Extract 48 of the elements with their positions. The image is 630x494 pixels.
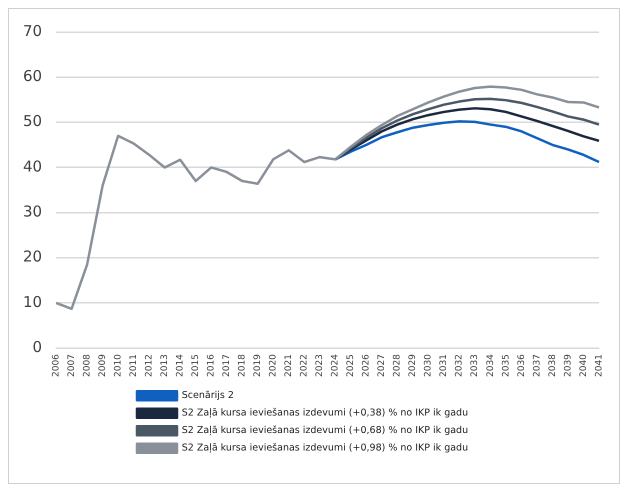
y-tick-label: 0 <box>32 338 42 356</box>
y-tick-label: 30 <box>22 202 42 221</box>
x-tick-label: 2031 <box>439 354 450 377</box>
x-tick-label: 2009 <box>98 354 108 377</box>
x-tick-label: 2011 <box>128 354 139 377</box>
y-tick-label: 70 <box>22 22 42 40</box>
x-tick-label: 2028 <box>392 354 403 377</box>
x-tick-label: 2017 <box>222 354 232 377</box>
x-tick-label: 2021 <box>284 354 294 377</box>
x-tick-label: 2024 <box>330 354 341 377</box>
x-tick-label: 2036 <box>516 354 527 377</box>
x-tick-label: 2039 <box>563 354 574 377</box>
y-tick-label: 20 <box>22 248 42 266</box>
x-tick-label: 2018 <box>238 354 248 377</box>
x-tick-label: 2032 <box>454 354 465 377</box>
x-tick-label: 2019 <box>253 354 264 377</box>
y-tick-label: 60 <box>22 67 42 86</box>
x-tick-label: 2041 <box>594 354 604 377</box>
x-tick-label: 2010 <box>113 354 124 377</box>
legend-label: S2 Zaļā kursa ieviešanas izdevumi (+0,68) % no IKP ik gadu <box>182 425 468 436</box>
x-tick-label: 2029 <box>408 354 418 377</box>
x-tick-label: 2027 <box>377 354 388 377</box>
x-tick-label: 2020 <box>268 354 279 377</box>
x-tick-label: 2016 <box>206 354 217 377</box>
x-tick-label: 2035 <box>501 354 512 377</box>
y-tick-label: 40 <box>22 157 42 176</box>
x-tick-label: 2025 <box>346 354 356 377</box>
y-tick-label: 50 <box>22 112 42 130</box>
x-tick-label: 2023 <box>315 354 326 377</box>
legend-label: S2 Zaļā kursa ieviešanas izdevumi (+0,38) % no IKP ik gadu <box>182 408 468 419</box>
x-tick-label: 2026 <box>362 354 372 377</box>
y-tick-label: 10 <box>22 292 42 311</box>
x-tick-label: 2033 <box>470 354 480 377</box>
x-tick-label: 2022 <box>300 354 310 377</box>
x-tick-label: 2040 <box>578 354 589 377</box>
x-tick-label: 2037 <box>532 354 542 377</box>
x-tick-label: 2006 <box>51 354 62 377</box>
x-tick-label: 2007 <box>66 354 77 377</box>
legend-label: Scenārijs 2 <box>182 390 234 402</box>
x-tick-label: 2015 <box>191 354 202 377</box>
x-tick-label: 2008 <box>82 354 92 377</box>
legend-label: S2 Zaļā kursa ieviešanas izdevumi (+0,98) % no IKP ik gadu <box>182 442 468 454</box>
x-tick-label: 2038 <box>548 354 558 377</box>
x-tick-label: 2034 <box>486 354 496 377</box>
x-tick-label: 2014 <box>176 354 186 377</box>
x-tick-label: 2013 <box>160 354 170 377</box>
x-tick-label: 2012 <box>144 354 154 377</box>
x-tick-label: 2030 <box>424 354 434 377</box>
